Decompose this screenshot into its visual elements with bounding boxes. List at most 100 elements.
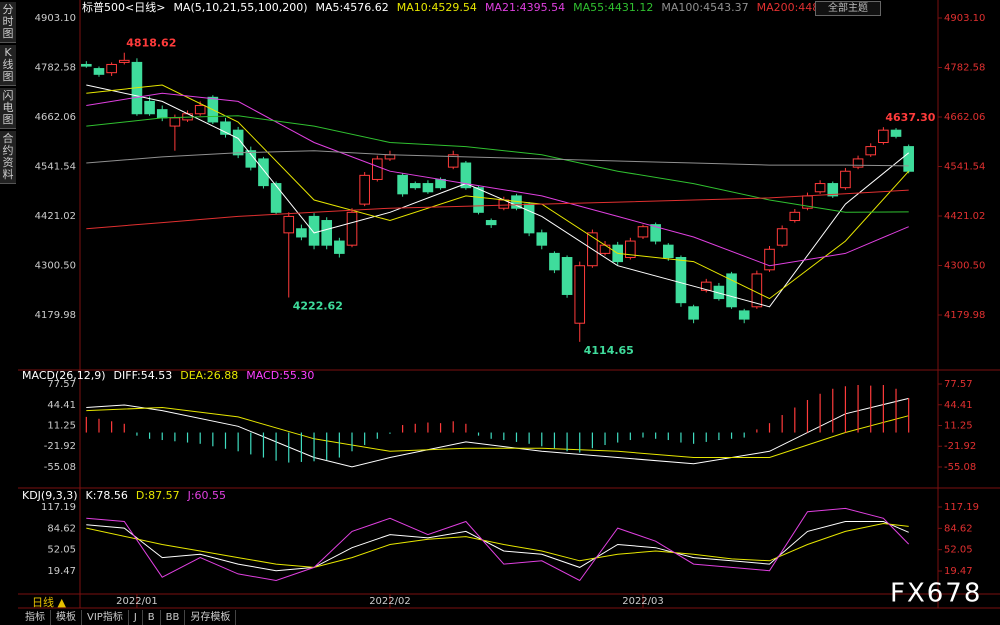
- header-text: D:87.57: [136, 489, 180, 502]
- y-tick-label: 19.47: [944, 566, 973, 577]
- candle-body: [485, 220, 497, 226]
- y-tick-label: 4179.98: [944, 310, 985, 321]
- candle-body: [346, 211, 358, 246]
- candle-body: [232, 129, 244, 156]
- candle-body: [435, 178, 446, 189]
- period: 日线 ▲: [32, 595, 66, 609]
- candle-body: [852, 158, 864, 168]
- candle-body: [625, 240, 636, 258]
- y-tick-label: 4541.54: [35, 162, 76, 173]
- price-annotation: 4818.62: [126, 37, 176, 50]
- candle-body: [220, 121, 231, 135]
- y-tick-label: 117.19: [41, 502, 76, 513]
- tab[interactable]: B: [143, 610, 161, 625]
- y-tick-label: 52.05: [47, 545, 76, 556]
- y-tick-label: 19.47: [47, 566, 76, 577]
- candle-body: [738, 310, 750, 320]
- candle-body: [81, 63, 92, 67]
- y-tick-label: 117.19: [944, 502, 979, 513]
- header-text: DEA:26.88: [180, 369, 238, 382]
- candle-body: [700, 281, 712, 291]
- candle-body: [764, 248, 775, 271]
- candle-body: [662, 244, 674, 258]
- y-tick-label: 4782.58: [35, 63, 76, 74]
- candle-body: [561, 256, 573, 295]
- candle-body: [106, 63, 117, 74]
- candle-body: [296, 228, 307, 238]
- tab[interactable]: 模板: [51, 610, 82, 625]
- y-tick-label: 4662.06: [35, 112, 76, 123]
- candle-body: [523, 203, 535, 234]
- y-tick-label: 84.62: [47, 523, 76, 534]
- header-text: MA10:4529.54: [397, 1, 477, 14]
- theme-button[interactable]: 全部主题: [815, 1, 881, 16]
- candle-body: [789, 211, 801, 222]
- y-tick-label: 4662.06: [944, 112, 985, 123]
- candle-body: [637, 226, 649, 238]
- candle-body: [144, 100, 155, 115]
- indicator-line: [86, 507, 910, 582]
- candle-body: [536, 232, 548, 246]
- indicator-line: [86, 406, 909, 458]
- candle-body: [776, 228, 788, 246]
- tab[interactable]: J: [129, 610, 143, 625]
- y-tick-label: 4541.54: [944, 162, 985, 173]
- candle-body: [359, 174, 370, 205]
- y-tick-label: 52.05: [944, 545, 973, 556]
- price-annotation: 4222.62: [293, 299, 343, 312]
- candle-body: [878, 129, 889, 143]
- candle-body: [156, 109, 168, 119]
- header-text: K:78.56: [86, 489, 128, 502]
- candle-body: [372, 158, 383, 180]
- y-tick-label: 44.41: [47, 400, 76, 411]
- candle-body: [599, 244, 611, 254]
- candle-body: [903, 146, 914, 172]
- candle-body: [890, 129, 902, 137]
- y-tick-label: -21.92: [44, 441, 76, 452]
- side-tab[interactable]: 合约资料: [0, 131, 16, 184]
- candle-body: [169, 117, 181, 127]
- candle-body: [473, 187, 484, 213]
- candle-body: [308, 215, 320, 246]
- side-tab[interactable]: K线图: [0, 45, 16, 86]
- candle-body: [258, 158, 269, 187]
- tab[interactable]: VIP指标: [82, 610, 129, 625]
- candle-body: [650, 224, 661, 242]
- y-tick-label: -55.08: [944, 462, 976, 473]
- side-tab[interactable]: 闪电图: [0, 88, 16, 129]
- side-tab[interactable]: 分时图: [0, 2, 16, 43]
- price-annotation: 4637.30: [885, 111, 935, 124]
- indicator-line: [86, 150, 909, 167]
- candle-body: [384, 154, 396, 160]
- header-text: MA(5,10,21,55,100,200): [173, 1, 307, 14]
- y-tick-label: 44.41: [944, 400, 973, 411]
- indicator-line: [86, 115, 909, 213]
- price-annotation: 4114.65: [584, 344, 634, 357]
- header-text: MA5:4576.62: [316, 1, 389, 14]
- indicator-line: [86, 189, 909, 230]
- x-tick-label: 2022/01: [116, 596, 158, 607]
- candle-body: [713, 285, 725, 300]
- tab[interactable]: BB: [161, 610, 186, 625]
- indicator-line: [86, 92, 909, 267]
- y-tick-label: -21.92: [944, 441, 976, 452]
- candle-body: [726, 273, 737, 308]
- candle-body: [827, 183, 839, 197]
- candle-body: [118, 59, 130, 63]
- tab[interactable]: 另存模板: [185, 610, 237, 625]
- y-tick-label: 4300.50: [35, 261, 76, 272]
- y-tick-label: 77.57: [47, 379, 76, 390]
- candle-body: [422, 183, 434, 193]
- y-tick-label: 4903.10: [35, 13, 76, 24]
- candle-body: [865, 146, 877, 156]
- y-tick-label: 11.25: [944, 420, 973, 431]
- y-tick-label: 4782.58: [944, 63, 985, 74]
- candle-body: [574, 265, 586, 324]
- candle-body: [245, 150, 257, 168]
- candle-body: [397, 174, 408, 195]
- indicator-line: [86, 522, 909, 568]
- header-text: DIFF:54.53: [114, 369, 173, 382]
- tab[interactable]: 指标: [20, 610, 51, 625]
